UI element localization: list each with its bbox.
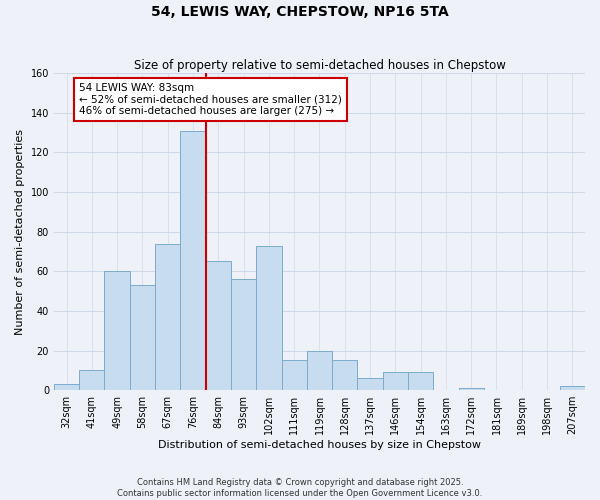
Bar <box>130 285 155 390</box>
Bar <box>206 262 231 390</box>
Text: 54, LEWIS WAY, CHEPSTOW, NP16 5TA: 54, LEWIS WAY, CHEPSTOW, NP16 5TA <box>151 5 449 19</box>
Text: Contains HM Land Registry data © Crown copyright and database right 2025.
Contai: Contains HM Land Registry data © Crown c… <box>118 478 482 498</box>
Bar <box>560 386 585 390</box>
Bar <box>181 130 206 390</box>
Bar <box>54 384 79 390</box>
Title: Size of property relative to semi-detached houses in Chepstow: Size of property relative to semi-detach… <box>134 59 505 72</box>
X-axis label: Distribution of semi-detached houses by size in Chepstow: Distribution of semi-detached houses by … <box>158 440 481 450</box>
Bar <box>408 372 433 390</box>
Bar <box>256 246 281 390</box>
Bar <box>79 370 104 390</box>
Bar <box>281 360 307 390</box>
Bar <box>231 279 256 390</box>
Bar <box>332 360 358 390</box>
Bar <box>104 272 130 390</box>
Bar <box>307 350 332 390</box>
Bar <box>358 378 383 390</box>
Bar <box>458 388 484 390</box>
Y-axis label: Number of semi-detached properties: Number of semi-detached properties <box>15 128 25 334</box>
Bar <box>155 244 181 390</box>
Bar <box>383 372 408 390</box>
Text: 54 LEWIS WAY: 83sqm
← 52% of semi-detached houses are smaller (312)
46% of semi-: 54 LEWIS WAY: 83sqm ← 52% of semi-detach… <box>79 83 342 116</box>
